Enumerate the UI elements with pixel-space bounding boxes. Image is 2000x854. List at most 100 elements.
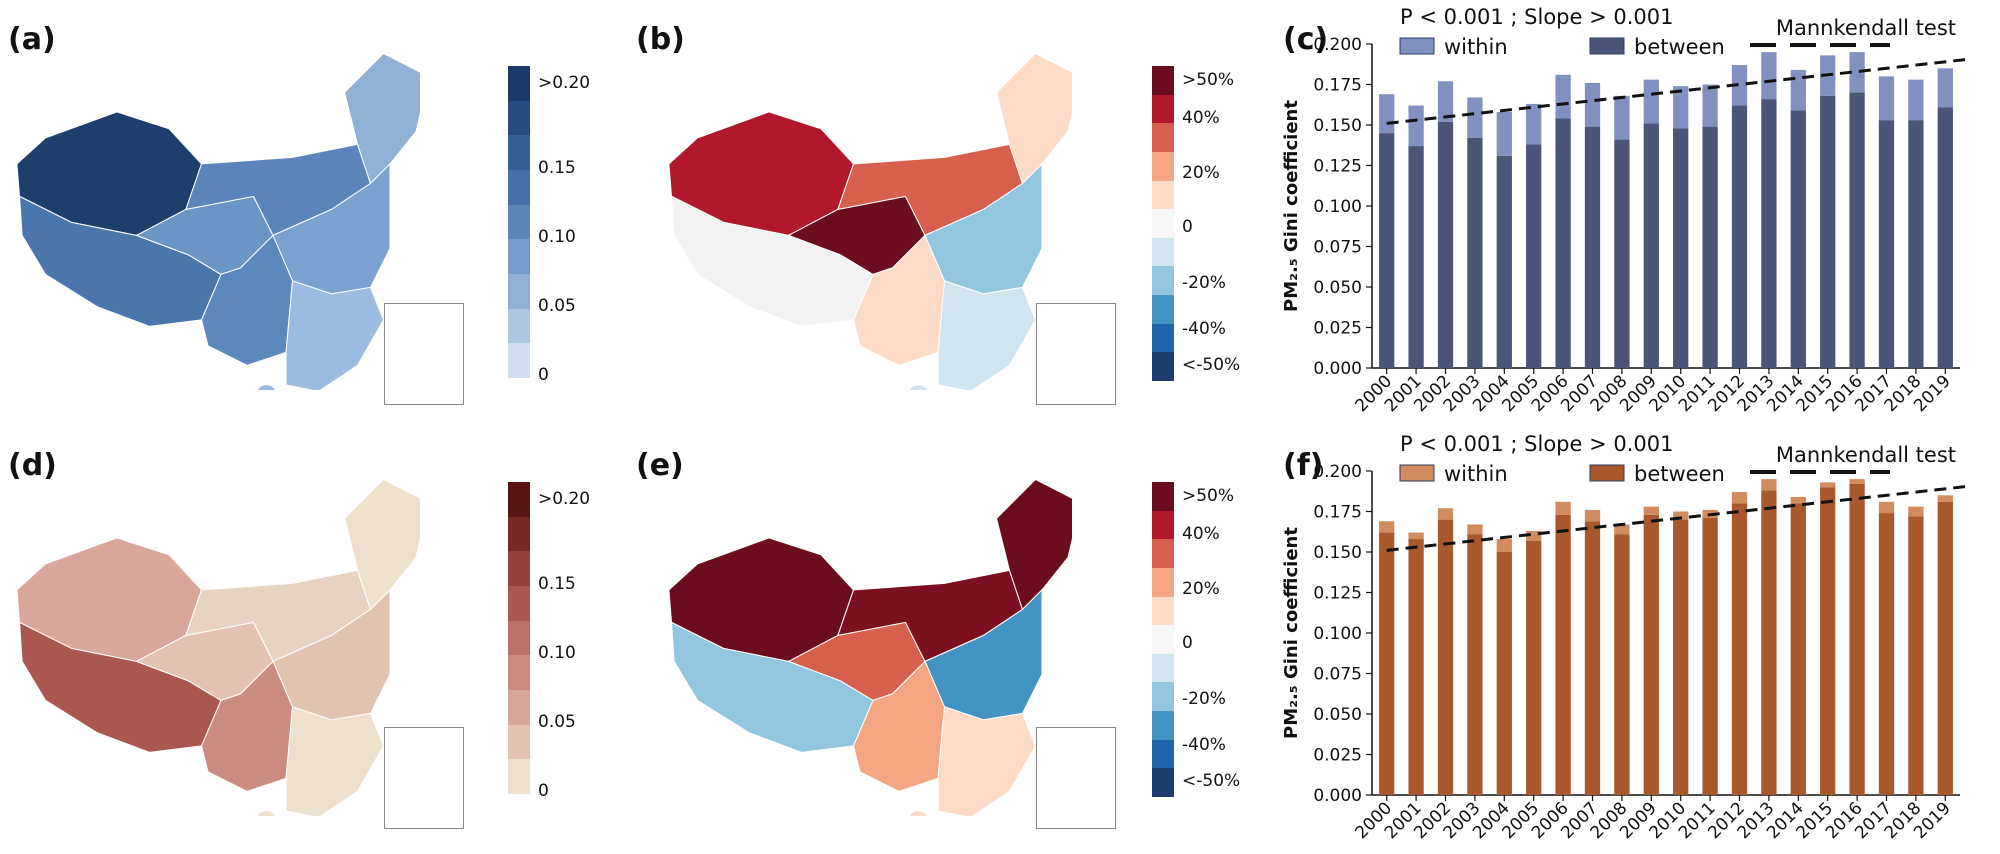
- legend-b-label: -20%: [1182, 273, 1226, 293]
- legend-e-label: <-50%: [1182, 771, 1241, 791]
- legend-color-swatch: [1152, 682, 1174, 711]
- bar-within: [1849, 52, 1865, 93]
- legend-b-label: 0: [1182, 217, 1193, 237]
- bar-within: [1584, 82, 1601, 127]
- bar-within: [1937, 68, 1953, 108]
- bar-between: [1820, 95, 1836, 368]
- panel-label-f: (f): [1283, 448, 1324, 483]
- y-tick-label: 0.075: [1313, 665, 1362, 685]
- significance-annotation: P < 0.001 ; Slope > 0.001: [1400, 432, 1673, 456]
- legend-e-label: -40%: [1182, 735, 1226, 755]
- legend-color-swatch: [1152, 510, 1174, 540]
- bar-within: [1731, 65, 1748, 106]
- y-tick-label: 0.175: [1313, 503, 1362, 523]
- bar-within: [1379, 94, 1395, 134]
- legend-color-swatch: [1152, 123, 1174, 152]
- bar-within: [1643, 79, 1659, 124]
- bar-between: [1908, 516, 1924, 795]
- panel-label-e: (e): [636, 448, 684, 483]
- legend-color-swatch: [1152, 237, 1174, 267]
- legend-d-label: 0.10: [538, 643, 576, 663]
- y-tick-label: 0.200: [1313, 35, 1362, 55]
- bar-within: [1408, 105, 1424, 147]
- bar-within: [1702, 84, 1718, 127]
- legend-e-colorbar: [1152, 482, 1174, 797]
- y-tick-label: 0.200: [1313, 462, 1362, 482]
- y-tick-label: 0.125: [1313, 157, 1362, 177]
- legend-color-swatch: [1152, 482, 1174, 511]
- y-tick-label: 0.125: [1313, 584, 1362, 604]
- bar-between: [1496, 155, 1512, 368]
- legend-color-swatch: [508, 655, 530, 690]
- panel-label-a: (a): [8, 22, 56, 57]
- bar-within: [1849, 479, 1865, 484]
- bar-within: [1790, 496, 1806, 504]
- legend-a-label: 0.15: [538, 158, 576, 178]
- bar-within: [1908, 506, 1924, 517]
- legend-b-label: <-50%: [1182, 355, 1241, 375]
- bar-between: [1849, 483, 1865, 795]
- bar-between: [1614, 534, 1630, 795]
- bar-within: [1467, 97, 1483, 138]
- trend-line: [1386, 58, 1966, 125]
- y-tick-label: 0.025: [1313, 746, 1362, 766]
- map-region-island: [257, 384, 276, 390]
- legend-color-swatch: [1152, 209, 1174, 238]
- bar-within: [1614, 524, 1630, 535]
- legend-color-swatch: [1152, 323, 1174, 353]
- bar-within: [1878, 501, 1895, 514]
- legend-d-colorbar: [508, 482, 530, 794]
- chart-c: 0.000 0.025 0.050 0.075 0.100 0.125 0.150 0.175…: [1281, 5, 1966, 416]
- legend-label-between: between: [1634, 462, 1725, 486]
- legend-d: >0.20 0.15 0.10 0.05 0: [508, 482, 618, 801]
- legend-color-swatch: [508, 100, 530, 136]
- y-tick-label: 0.025: [1313, 319, 1362, 339]
- legend-color-swatch: [1152, 653, 1174, 683]
- bar-between: [1643, 514, 1659, 795]
- bar-between: [1673, 128, 1689, 368]
- legend-swatch-within: [1399, 37, 1435, 55]
- y-tick-label: 0.150: [1313, 543, 1362, 563]
- map-region-island: [909, 810, 928, 816]
- map-e-inset: [1036, 727, 1116, 829]
- legend-color-swatch: [508, 273, 530, 309]
- legend-color-swatch: [508, 724, 530, 760]
- bar-within: [1820, 482, 1836, 488]
- bar-between: [1673, 519, 1689, 795]
- legend-label-within: within: [1444, 462, 1508, 486]
- bar-within: [1496, 112, 1512, 156]
- significance-annotation: P < 0.001 ; Slope > 0.001: [1400, 5, 1673, 29]
- y-axis-label: PM₂.₅ Gini coefficient: [1281, 100, 1302, 312]
- legend-color-swatch: [1152, 539, 1174, 568]
- bar-within: [1526, 103, 1542, 145]
- legend-color-swatch: [1152, 352, 1174, 381]
- legend-d-label: 0: [538, 781, 549, 801]
- bar-within: [1673, 511, 1689, 520]
- map-d: [16, 478, 420, 816]
- bar-between: [1408, 539, 1424, 795]
- legend-color-swatch: [508, 759, 530, 794]
- y-tick-label: 0.175: [1313, 76, 1362, 96]
- bar-within: [1643, 506, 1659, 515]
- bar-between: [1702, 126, 1718, 369]
- y-tick-label: 0.050: [1313, 705, 1362, 725]
- bar-between: [1731, 105, 1748, 368]
- bar-within: [1437, 81, 1454, 122]
- bar-within: [1614, 95, 1630, 140]
- map-region-island: [909, 384, 928, 390]
- y-tick-label: 0.050: [1313, 278, 1362, 298]
- bar-between: [1761, 99, 1777, 368]
- bar-between: [1496, 552, 1512, 795]
- mannkendall-label: Mannkendall test: [1776, 443, 1956, 467]
- map-region-island: [257, 810, 276, 816]
- legend-a-label: 0.05: [538, 296, 576, 316]
- legend-color-swatch: [1152, 66, 1174, 95]
- bar-between: [1555, 118, 1571, 369]
- legend-color-swatch: [508, 516, 530, 552]
- bar-within: [1673, 86, 1689, 129]
- legend-e-label: >50%: [1182, 486, 1235, 506]
- bar-between: [1761, 490, 1777, 795]
- legend-color-swatch: [1152, 596, 1174, 626]
- legend-e-label: 40%: [1182, 524, 1220, 544]
- bar-between: [1820, 487, 1836, 795]
